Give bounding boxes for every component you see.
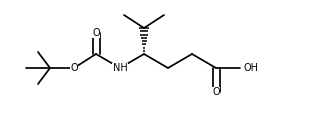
Text: OH: OH [244, 63, 259, 73]
Text: NH: NH [113, 63, 127, 73]
Text: O: O [70, 63, 78, 73]
Text: O: O [92, 28, 100, 38]
Text: O: O [212, 87, 220, 97]
